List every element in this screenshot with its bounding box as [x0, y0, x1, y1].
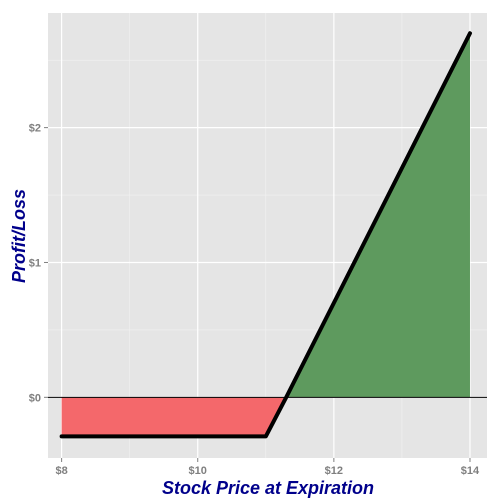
x-tick-label: $8: [55, 465, 67, 477]
x-tick-label: $12: [325, 465, 343, 477]
x-tick-label: $10: [189, 465, 207, 477]
payoff-line: [59, 31, 472, 439]
loss-area: [61, 397, 287, 437]
y-tick-label: $1: [29, 257, 41, 269]
y-tick-label: $2: [29, 123, 41, 135]
y-axis-title: Profit/Loss: [9, 189, 29, 283]
x-axis-title: Stock Price at Expiration: [162, 478, 374, 498]
x-tick-label: $14: [461, 465, 480, 477]
y-tick-label: $0: [29, 392, 41, 404]
x-axis: $8 $10 $12 $14: [55, 458, 480, 477]
y-axis: $0 $1 $2: [29, 123, 48, 404]
